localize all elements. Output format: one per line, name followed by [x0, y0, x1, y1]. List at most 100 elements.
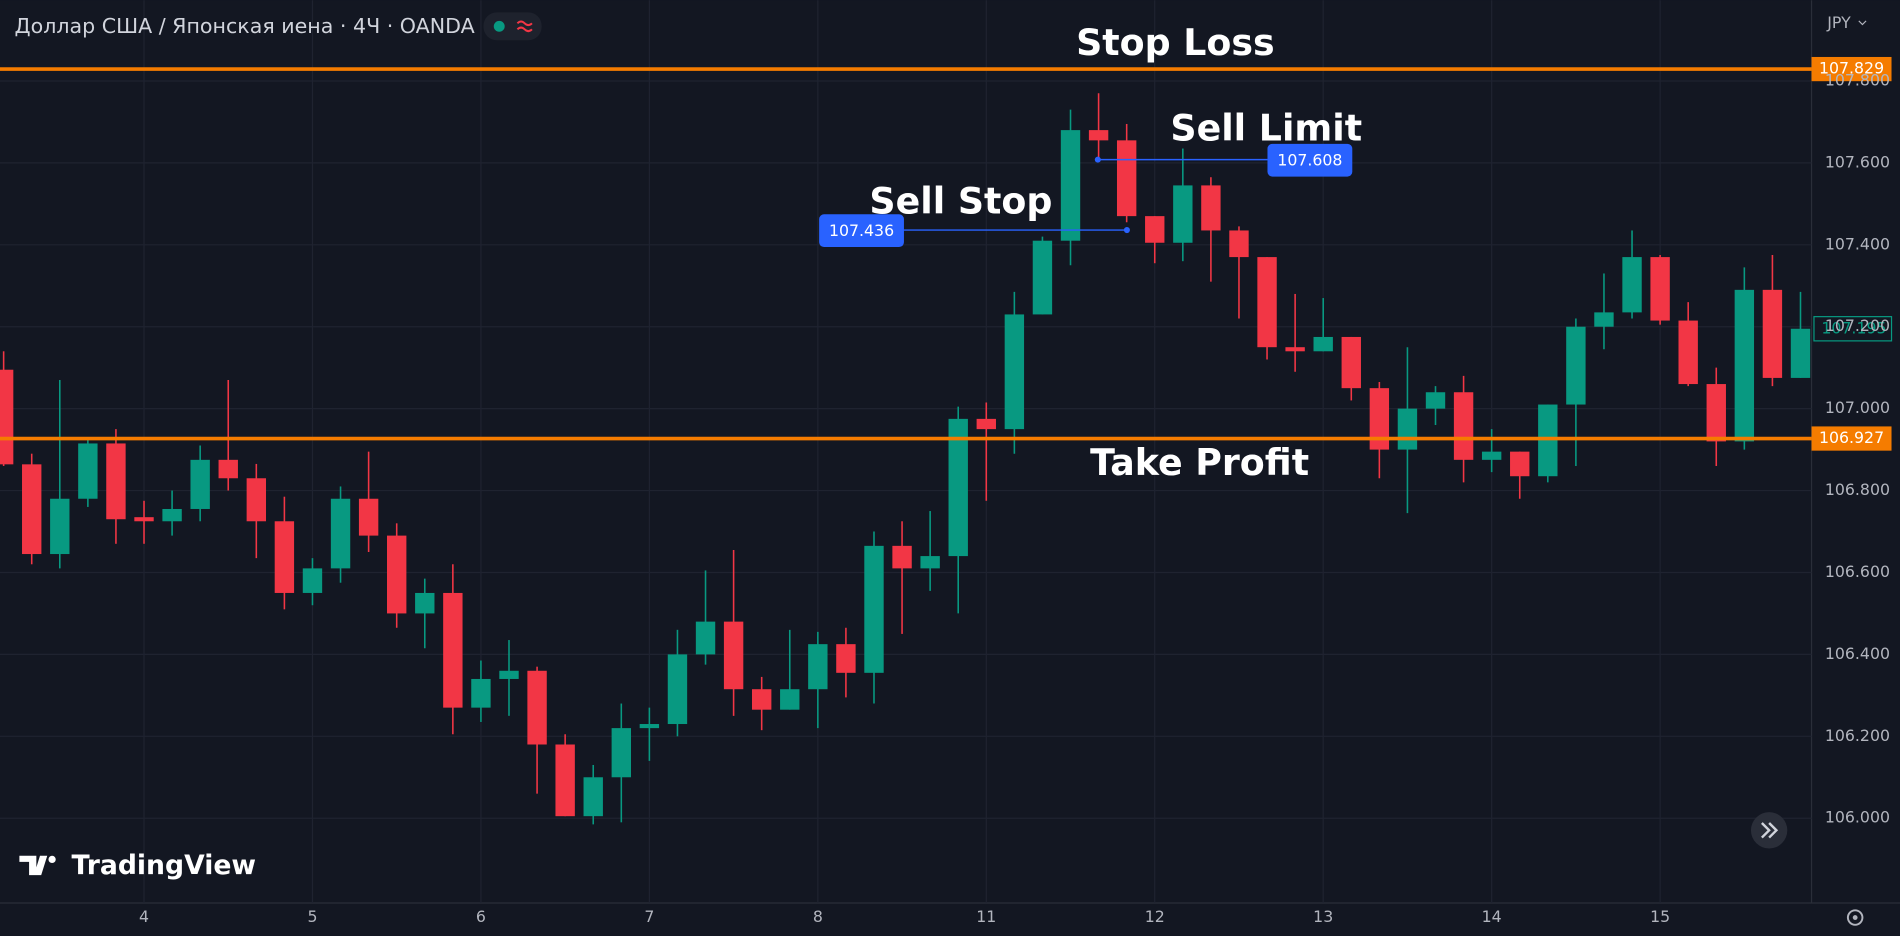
order-anchor [1094, 156, 1101, 163]
order-price-box [819, 214, 904, 248]
candle-body [1622, 257, 1642, 313]
y-tick-label: 106.600 [1825, 562, 1890, 581]
order-anchor [1123, 227, 1130, 234]
order-price-box [1267, 143, 1353, 177]
candle-body [330, 498, 351, 569]
candle-body [1678, 320, 1698, 385]
candle-body [1425, 392, 1446, 409]
candle-body [639, 724, 660, 729]
candle-body [976, 418, 996, 430]
candle-body [1032, 240, 1053, 315]
x-tick-label: 7 [644, 907, 654, 926]
order-price-label: 107.436 [829, 221, 894, 240]
level-price-label: 106.927 [1819, 428, 1884, 447]
candle-body [948, 418, 968, 557]
currency-label[interactable]: JPY [1826, 13, 1851, 32]
y-tick-label: 107.000 [1825, 398, 1890, 417]
candle-body [920, 556, 940, 569]
candle-body [1566, 326, 1586, 405]
candle-body [190, 459, 210, 509]
candle-body [751, 689, 772, 710]
candle-body [1397, 408, 1418, 450]
candle-body [22, 464, 42, 555]
candle-body [780, 689, 800, 710]
candle-body [892, 545, 912, 569]
candle-body [134, 517, 154, 522]
candle-body [358, 498, 379, 536]
candle-body [1706, 384, 1726, 442]
x-tick-label: 4 [139, 907, 149, 926]
candle-body [1650, 257, 1670, 321]
level-price-box [1811, 56, 1892, 82]
y-tick-label: 106.800 [1825, 480, 1890, 499]
last-price-box [1813, 316, 1893, 342]
candle-body [387, 535, 407, 614]
candle-body [1453, 392, 1474, 460]
candle-body [1313, 336, 1333, 352]
candle-body [443, 592, 463, 708]
brand-logo [19, 855, 56, 876]
candle-body [499, 670, 519, 679]
candle-body [1285, 347, 1305, 352]
x-tick-label: 5 [307, 907, 317, 926]
x-tick-label: 12 [1145, 907, 1165, 926]
currency-dropdown-icon[interactable] [1858, 20, 1867, 26]
candle-body [1481, 451, 1502, 460]
status-pill [483, 12, 542, 41]
candle-body [1341, 336, 1361, 389]
candle-body [415, 592, 435, 614]
candle-body [864, 545, 884, 673]
candle-body [50, 498, 70, 555]
candle-body [583, 777, 603, 817]
x-tick-label: 8 [813, 907, 823, 926]
candle-body [1510, 451, 1530, 477]
x-tick-label: 14 [1482, 907, 1502, 926]
candle-body [162, 508, 182, 522]
y-tick-label: 107.600 [1825, 152, 1890, 171]
candle-body [1201, 185, 1221, 231]
y-tick-label: 106.200 [1825, 726, 1890, 745]
candles [0, 93, 1811, 825]
candle-body [1369, 388, 1390, 450]
x-tick-label: 15 [1650, 907, 1670, 926]
grid [0, 0, 1812, 904]
settings-button[interactable] [1846, 909, 1864, 926]
candle-body [1594, 312, 1614, 327]
candle-body [78, 443, 98, 499]
scroll-to-realtime-button[interactable] [1750, 812, 1788, 849]
candle-body [1229, 230, 1249, 258]
y-tick-label: 106.400 [1825, 644, 1890, 663]
brand-name: TradingView [71, 850, 256, 881]
candle-body [555, 744, 575, 817]
candle-body [1538, 404, 1558, 477]
candle-body [667, 654, 688, 725]
y-tick-label: 106.000 [1825, 808, 1890, 827]
level-annotation: Take Profit [1090, 441, 1309, 484]
x-tick-label: 11 [976, 907, 996, 926]
candle-body [808, 644, 828, 690]
y-tick-label: 107.200 [1825, 316, 1890, 335]
candle-body [0, 369, 14, 465]
candle-body [302, 568, 323, 593]
order-annotation: Sell Stop [869, 179, 1052, 222]
overlays: 107.829 Stop Loss 106.927 Take Profit 107.60… [0, 21, 1893, 484]
candle-body [1257, 257, 1277, 348]
candle-body [611, 728, 631, 778]
candle-body [1088, 130, 1109, 141]
level-annotation: Stop Loss [1076, 21, 1275, 64]
y-tick-label: 107.800 [1825, 70, 1890, 89]
candle-body [1004, 314, 1025, 430]
candle-body [246, 478, 267, 522]
symbol-title: Доллар США / Японская иена · 4Ч · OANDA [15, 14, 475, 38]
candle-body [1116, 140, 1137, 217]
candle-body [1060, 130, 1081, 241]
candle-body [836, 644, 856, 673]
level-price-label: 107.829 [1819, 59, 1884, 78]
candle-body [1145, 216, 1165, 243]
candle-body [1734, 289, 1755, 442]
candle-body [1790, 328, 1811, 378]
y-tick-label: 107.400 [1825, 234, 1890, 253]
candle-body [1173, 185, 1193, 243]
candle-body [106, 443, 126, 520]
